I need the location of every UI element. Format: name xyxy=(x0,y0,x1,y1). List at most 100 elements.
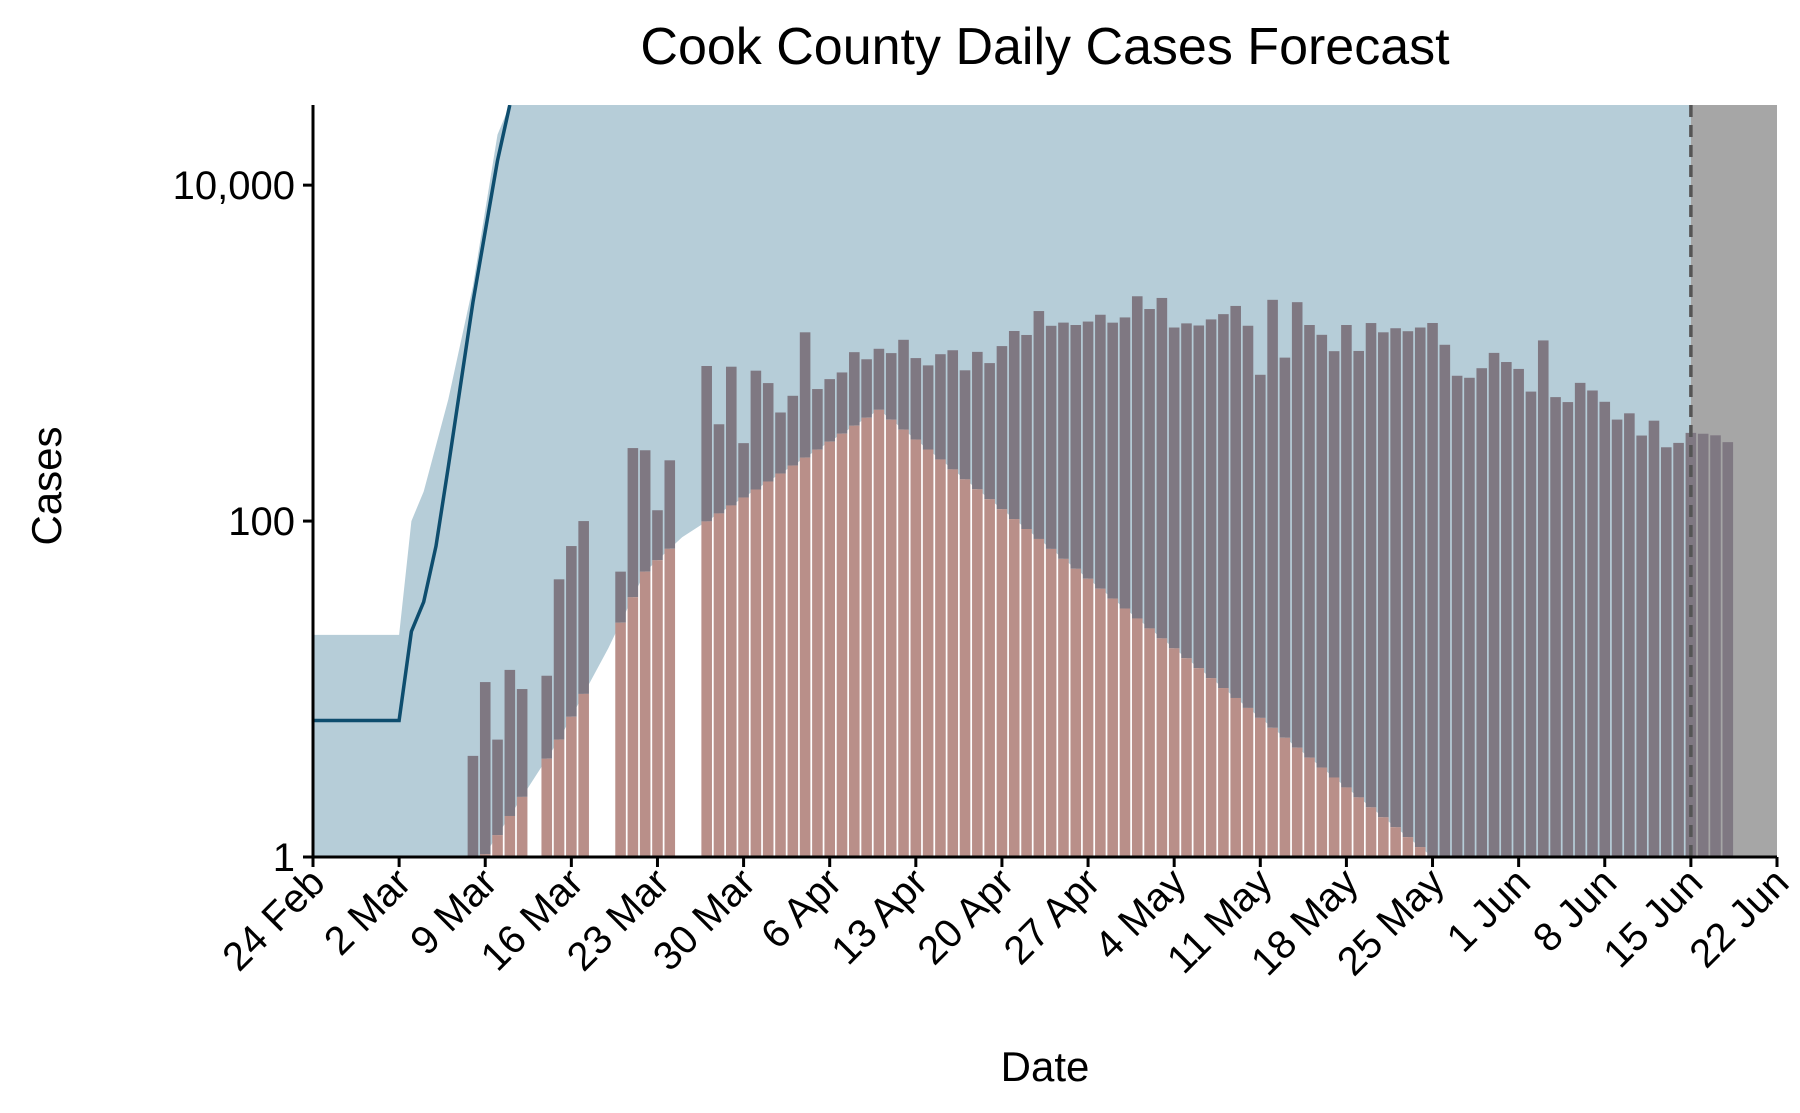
bar-observed-lower xyxy=(639,571,651,857)
bar-observed xyxy=(1660,447,1672,857)
bar-observed xyxy=(541,675,553,759)
y-tick-label: 1 xyxy=(273,836,295,880)
bar-observed xyxy=(1537,340,1549,857)
bar-observed xyxy=(1353,350,1365,798)
bar-observed xyxy=(861,359,872,418)
bar-observed-lower xyxy=(996,509,1008,857)
bar-observed-lower xyxy=(1341,787,1352,857)
bar-observed xyxy=(1058,322,1069,559)
bar-observed xyxy=(873,348,885,410)
bar-observed-lower xyxy=(849,425,860,857)
bar-observed-lower xyxy=(959,479,971,857)
bar-observed xyxy=(1230,305,1241,698)
bar-observed-lower xyxy=(1168,648,1180,857)
bar-observed xyxy=(615,571,626,623)
bar-observed xyxy=(1525,391,1537,857)
bar-observed-lower xyxy=(492,835,503,857)
bar-observed xyxy=(750,370,762,490)
bar-observed xyxy=(1685,432,1697,857)
y-axis-title: Cases xyxy=(23,426,70,545)
bar-observed xyxy=(1095,314,1106,589)
x-tick-label: 1 Jun xyxy=(1439,860,1539,960)
bar-observed-lower xyxy=(922,449,934,857)
bar-observed xyxy=(1082,321,1094,579)
bar-observed xyxy=(627,448,639,598)
bar-observed xyxy=(898,339,909,430)
bar-observed xyxy=(1033,311,1045,539)
bar-observed-lower xyxy=(1058,558,1069,857)
bar-observed-lower xyxy=(1021,529,1032,857)
bar-observed xyxy=(1550,397,1561,857)
bar-observed-lower xyxy=(1193,668,1205,857)
bar-observed-lower xyxy=(836,433,848,857)
bar-observed xyxy=(578,521,589,694)
y-ticks: 1 100 10,000 xyxy=(173,164,313,880)
bar-observed xyxy=(1291,302,1303,748)
bar-observed-lower xyxy=(713,513,725,857)
bar-observed xyxy=(1501,362,1512,857)
y-tick-label: 10,000 xyxy=(173,164,295,208)
bar-observed-lower xyxy=(1045,548,1057,857)
bar-observed xyxy=(1267,299,1278,728)
bar-observed-lower xyxy=(750,489,762,857)
bar-observed xyxy=(1427,322,1438,857)
bar-observed-lower xyxy=(738,497,749,857)
bar-observed xyxy=(959,370,971,480)
bar-observed-lower xyxy=(615,622,626,857)
bar-observed-lower xyxy=(762,481,774,857)
bar-observed xyxy=(1181,323,1192,659)
bar-observed xyxy=(1562,402,1574,857)
bar-observed-lower xyxy=(824,441,835,857)
bar-observed xyxy=(1242,325,1254,708)
bar-observed xyxy=(812,389,823,450)
bar-observed-lower xyxy=(1255,717,1266,857)
bar-observed-lower xyxy=(1033,538,1045,857)
bar-observed xyxy=(947,350,959,470)
bar-observed xyxy=(910,358,922,440)
bar-observed xyxy=(1168,327,1180,649)
plot-area xyxy=(313,105,1777,857)
bar-observed xyxy=(1008,330,1020,520)
bar-observed xyxy=(1341,325,1352,788)
bar-observed xyxy=(467,755,479,857)
bar-observed-lower xyxy=(664,548,676,857)
bar-observed-lower xyxy=(1242,707,1254,857)
bar-observed-lower xyxy=(627,597,639,857)
bar-observed xyxy=(1328,351,1340,778)
bar-observed-lower xyxy=(1378,817,1389,857)
bar-observed xyxy=(1304,325,1315,758)
bar-observed xyxy=(1513,368,1524,857)
y-tick-label: 100 xyxy=(228,500,295,544)
bar-observed xyxy=(1365,323,1377,808)
bar-observed-lower xyxy=(1008,519,1020,857)
bar-observed xyxy=(1476,368,1488,857)
bar-observed xyxy=(1673,442,1684,857)
bar-observed-lower xyxy=(1218,688,1229,857)
x-tick-label: 27 Apr xyxy=(996,860,1109,973)
bar-observed xyxy=(553,579,565,740)
bar-observed-lower xyxy=(1402,837,1414,857)
bar-observed xyxy=(972,351,983,490)
x-tick-label: 2 Mar xyxy=(316,860,419,963)
bar-observed-lower xyxy=(1082,578,1094,857)
bar-observed xyxy=(935,354,946,460)
bar-observed xyxy=(1156,297,1168,639)
bar-observed xyxy=(1021,334,1032,530)
bar-observed-lower xyxy=(1107,598,1118,857)
bar-observed xyxy=(762,383,774,482)
bar-observed xyxy=(566,546,577,717)
bar-observed xyxy=(1464,377,1475,857)
bar-observed-lower xyxy=(873,409,885,857)
bar-observed-lower xyxy=(652,560,663,857)
forecast-median-line xyxy=(313,105,512,723)
bar-observed xyxy=(1107,322,1118,599)
bar-observed-lower xyxy=(566,716,577,857)
bar-observed xyxy=(1697,433,1709,857)
bar-observed-lower xyxy=(910,439,922,857)
bar-observed xyxy=(787,395,799,466)
chart-title: Cook County Daily Cases Forecast xyxy=(640,18,1450,76)
bar-observed xyxy=(1119,317,1131,609)
bar-observed xyxy=(1390,328,1401,828)
